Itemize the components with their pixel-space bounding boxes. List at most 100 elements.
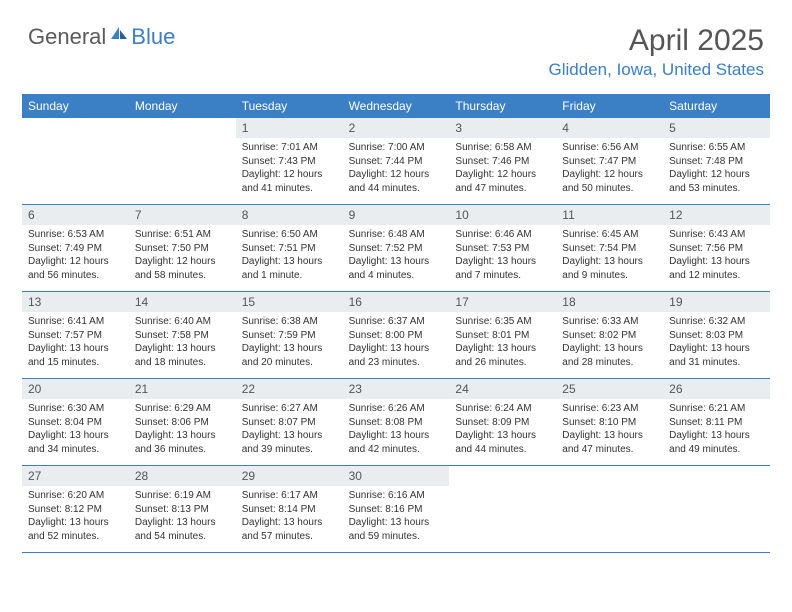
sunrise-text: Sunrise: 6:45 AM bbox=[562, 228, 657, 242]
day-details: Sunrise: 6:53 AMSunset: 7:49 PMDaylight:… bbox=[22, 225, 129, 287]
weekday-header: Thursday bbox=[449, 94, 556, 118]
sunset-text: Sunset: 8:10 PM bbox=[562, 416, 657, 430]
sunset-text: Sunset: 8:03 PM bbox=[669, 329, 764, 343]
day-number: 29 bbox=[236, 466, 343, 486]
sunset-text: Sunset: 8:06 PM bbox=[135, 416, 230, 430]
sunrise-text: Sunrise: 6:17 AM bbox=[242, 489, 337, 503]
daylight-text: Daylight: 13 hours and 54 minutes. bbox=[135, 516, 230, 543]
day-cell: 18Sunrise: 6:33 AMSunset: 8:02 PMDayligh… bbox=[556, 292, 663, 378]
sunset-text: Sunset: 7:46 PM bbox=[455, 155, 550, 169]
day-cell: 20Sunrise: 6:30 AMSunset: 8:04 PMDayligh… bbox=[22, 379, 129, 465]
daylight-text: Daylight: 13 hours and 42 minutes. bbox=[349, 429, 444, 456]
sunrise-text: Sunrise: 6:32 AM bbox=[669, 315, 764, 329]
daylight-text: Daylight: 13 hours and 1 minute. bbox=[242, 255, 337, 282]
day-number: 10 bbox=[449, 205, 556, 225]
day-details: Sunrise: 6:48 AMSunset: 7:52 PMDaylight:… bbox=[343, 225, 450, 287]
day-cell bbox=[449, 466, 556, 552]
daylight-text: Daylight: 13 hours and 34 minutes. bbox=[28, 429, 123, 456]
day-number: 6 bbox=[22, 205, 129, 225]
sunrise-text: Sunrise: 6:26 AM bbox=[349, 402, 444, 416]
sunrise-text: Sunrise: 7:00 AM bbox=[349, 141, 444, 155]
day-cell: 25Sunrise: 6:23 AMSunset: 8:10 PMDayligh… bbox=[556, 379, 663, 465]
day-number: 25 bbox=[556, 379, 663, 399]
day-details: Sunrise: 6:20 AMSunset: 8:12 PMDaylight:… bbox=[22, 486, 129, 548]
day-cell: 4Sunrise: 6:56 AMSunset: 7:47 PMDaylight… bbox=[556, 118, 663, 204]
logo-text-2: Blue bbox=[131, 24, 175, 50]
logo: General Blue bbox=[28, 24, 175, 50]
sunset-text: Sunset: 8:16 PM bbox=[349, 503, 444, 517]
sunrise-text: Sunrise: 7:01 AM bbox=[242, 141, 337, 155]
sunset-text: Sunset: 8:09 PM bbox=[455, 416, 550, 430]
day-number: 14 bbox=[129, 292, 236, 312]
sunset-text: Sunset: 8:11 PM bbox=[669, 416, 764, 430]
day-details: Sunrise: 6:56 AMSunset: 7:47 PMDaylight:… bbox=[556, 138, 663, 200]
day-details: Sunrise: 6:41 AMSunset: 7:57 PMDaylight:… bbox=[22, 312, 129, 374]
day-number: 3 bbox=[449, 118, 556, 138]
daylight-text: Daylight: 13 hours and 26 minutes. bbox=[455, 342, 550, 369]
day-cell: 14Sunrise: 6:40 AMSunset: 7:58 PMDayligh… bbox=[129, 292, 236, 378]
day-cell: 8Sunrise: 6:50 AMSunset: 7:51 PMDaylight… bbox=[236, 205, 343, 291]
daylight-text: Daylight: 13 hours and 18 minutes. bbox=[135, 342, 230, 369]
day-number: 20 bbox=[22, 379, 129, 399]
sunset-text: Sunset: 7:53 PM bbox=[455, 242, 550, 256]
day-details: Sunrise: 6:26 AMSunset: 8:08 PMDaylight:… bbox=[343, 399, 450, 461]
day-details: Sunrise: 6:17 AMSunset: 8:14 PMDaylight:… bbox=[236, 486, 343, 548]
sunset-text: Sunset: 8:01 PM bbox=[455, 329, 550, 343]
daylight-text: Daylight: 12 hours and 47 minutes. bbox=[455, 168, 550, 195]
sunset-text: Sunset: 8:07 PM bbox=[242, 416, 337, 430]
day-cell: 28Sunrise: 6:19 AMSunset: 8:13 PMDayligh… bbox=[129, 466, 236, 552]
weekday-header: Tuesday bbox=[236, 94, 343, 118]
sunrise-text: Sunrise: 6:58 AM bbox=[455, 141, 550, 155]
sunset-text: Sunset: 7:54 PM bbox=[562, 242, 657, 256]
day-cell: 24Sunrise: 6:24 AMSunset: 8:09 PMDayligh… bbox=[449, 379, 556, 465]
day-cell: 21Sunrise: 6:29 AMSunset: 8:06 PMDayligh… bbox=[129, 379, 236, 465]
sunset-text: Sunset: 7:48 PM bbox=[669, 155, 764, 169]
sunrise-text: Sunrise: 6:27 AM bbox=[242, 402, 337, 416]
week-row: 27Sunrise: 6:20 AMSunset: 8:12 PMDayligh… bbox=[22, 466, 770, 553]
day-details: Sunrise: 6:35 AMSunset: 8:01 PMDaylight:… bbox=[449, 312, 556, 374]
day-details: Sunrise: 6:33 AMSunset: 8:02 PMDaylight:… bbox=[556, 312, 663, 374]
day-details: Sunrise: 7:01 AMSunset: 7:43 PMDaylight:… bbox=[236, 138, 343, 200]
day-details: Sunrise: 6:24 AMSunset: 8:09 PMDaylight:… bbox=[449, 399, 556, 461]
sunrise-text: Sunrise: 6:37 AM bbox=[349, 315, 444, 329]
sunset-text: Sunset: 8:13 PM bbox=[135, 503, 230, 517]
sunset-text: Sunset: 7:57 PM bbox=[28, 329, 123, 343]
day-cell: 10Sunrise: 6:46 AMSunset: 7:53 PMDayligh… bbox=[449, 205, 556, 291]
daylight-text: Daylight: 13 hours and 4 minutes. bbox=[349, 255, 444, 282]
day-cell: 27Sunrise: 6:20 AMSunset: 8:12 PMDayligh… bbox=[22, 466, 129, 552]
day-details: Sunrise: 6:23 AMSunset: 8:10 PMDaylight:… bbox=[556, 399, 663, 461]
day-details: Sunrise: 6:45 AMSunset: 7:54 PMDaylight:… bbox=[556, 225, 663, 287]
day-cell: 5Sunrise: 6:55 AMSunset: 7:48 PMDaylight… bbox=[663, 118, 770, 204]
sunrise-text: Sunrise: 6:20 AM bbox=[28, 489, 123, 503]
sunrise-text: Sunrise: 6:16 AM bbox=[349, 489, 444, 503]
day-details: Sunrise: 6:21 AMSunset: 8:11 PMDaylight:… bbox=[663, 399, 770, 461]
day-number: 21 bbox=[129, 379, 236, 399]
day-details: Sunrise: 6:38 AMSunset: 7:59 PMDaylight:… bbox=[236, 312, 343, 374]
weekday-header: Friday bbox=[556, 94, 663, 118]
day-number: 7 bbox=[129, 205, 236, 225]
day-cell: 11Sunrise: 6:45 AMSunset: 7:54 PMDayligh… bbox=[556, 205, 663, 291]
day-number: 24 bbox=[449, 379, 556, 399]
weekday-header-row: SundayMondayTuesdayWednesdayThursdayFrid… bbox=[22, 94, 770, 118]
daylight-text: Daylight: 12 hours and 44 minutes. bbox=[349, 168, 444, 195]
day-number: 17 bbox=[449, 292, 556, 312]
sunset-text: Sunset: 7:44 PM bbox=[349, 155, 444, 169]
day-cell bbox=[22, 118, 129, 204]
day-details: Sunrise: 6:29 AMSunset: 8:06 PMDaylight:… bbox=[129, 399, 236, 461]
day-cell: 7Sunrise: 6:51 AMSunset: 7:50 PMDaylight… bbox=[129, 205, 236, 291]
day-cell bbox=[663, 466, 770, 552]
day-cell: 6Sunrise: 6:53 AMSunset: 7:49 PMDaylight… bbox=[22, 205, 129, 291]
day-details: Sunrise: 6:46 AMSunset: 7:53 PMDaylight:… bbox=[449, 225, 556, 287]
sunset-text: Sunset: 8:02 PM bbox=[562, 329, 657, 343]
day-cell: 23Sunrise: 6:26 AMSunset: 8:08 PMDayligh… bbox=[343, 379, 450, 465]
day-details: Sunrise: 6:43 AMSunset: 7:56 PMDaylight:… bbox=[663, 225, 770, 287]
weekday-header: Monday bbox=[129, 94, 236, 118]
sunrise-text: Sunrise: 6:53 AM bbox=[28, 228, 123, 242]
daylight-text: Daylight: 13 hours and 47 minutes. bbox=[562, 429, 657, 456]
daylight-text: Daylight: 13 hours and 9 minutes. bbox=[562, 255, 657, 282]
day-details: Sunrise: 6:32 AMSunset: 8:03 PMDaylight:… bbox=[663, 312, 770, 374]
sunrise-text: Sunrise: 6:29 AM bbox=[135, 402, 230, 416]
day-number: 12 bbox=[663, 205, 770, 225]
day-cell: 3 Sunrise: 6:58 AMSunset: 7:46 PMDaylight… bbox=[449, 118, 556, 204]
sunrise-text: Sunrise: 6:33 AM bbox=[562, 315, 657, 329]
